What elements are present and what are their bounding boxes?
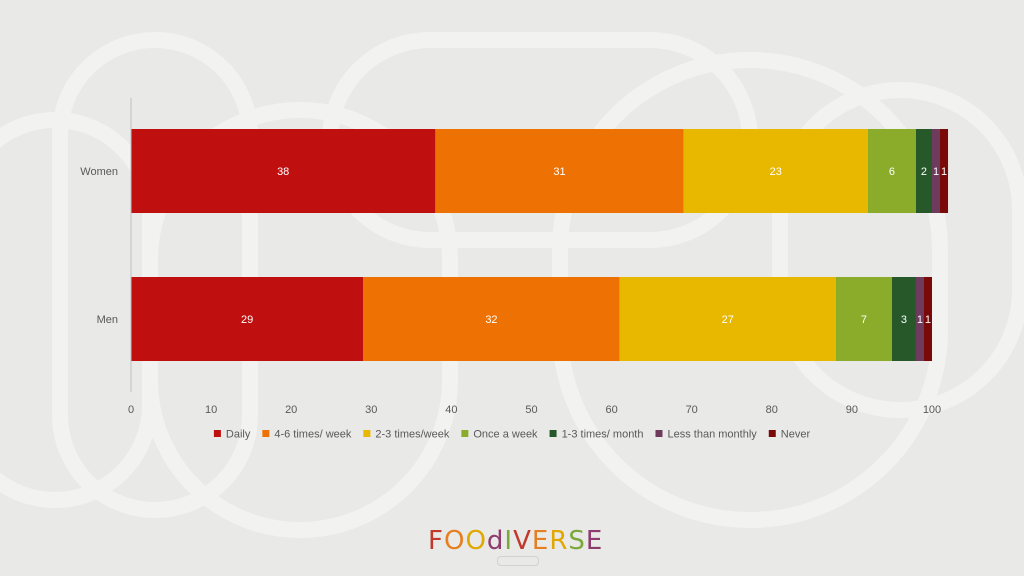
legend-label-4: 1-3 times/ month bbox=[562, 429, 644, 441]
data-label-men-6: 1 bbox=[925, 314, 931, 326]
bar-segment-men-6 bbox=[923, 277, 932, 361]
legend-label-0: Daily bbox=[226, 429, 251, 441]
x-tick-label: 70 bbox=[686, 404, 698, 416]
legend-label-3: Once a week bbox=[473, 429, 538, 441]
x-tick-label: 30 bbox=[365, 404, 377, 416]
category-label-women: Women bbox=[80, 166, 118, 178]
x-tick-label: 80 bbox=[766, 404, 778, 416]
data-label-women-2: 23 bbox=[770, 166, 782, 178]
legend-swatch-6 bbox=[768, 430, 776, 437]
legend-swatch-5 bbox=[655, 430, 663, 437]
logo-letter: E bbox=[585, 526, 604, 556]
logo-letter: R bbox=[549, 526, 569, 556]
foodiverse-logo: FOOdIVERSE bbox=[428, 528, 603, 554]
bar-segment-women-5 bbox=[932, 129, 941, 213]
logo-underline bbox=[497, 556, 539, 566]
bar-segment-women-2 bbox=[683, 129, 868, 213]
bar-segment-men-3 bbox=[835, 277, 892, 361]
bar-segment-men-5 bbox=[915, 277, 924, 361]
data-label-women-1: 31 bbox=[553, 166, 565, 178]
data-label-women-3: 6 bbox=[889, 166, 895, 178]
legend-swatch-4 bbox=[549, 430, 557, 437]
bar-segment-men-1 bbox=[363, 277, 620, 361]
legend-swatch-1 bbox=[262, 430, 270, 437]
x-tick-label: 60 bbox=[605, 404, 617, 416]
data-label-women-4: 2 bbox=[921, 166, 927, 178]
bars-layer: 38 31 23 6 2 1 129 32 27 7 3 1 1 bbox=[131, 129, 949, 361]
bar-segment-women-0 bbox=[131, 129, 436, 213]
data-label-women-0: 38 bbox=[277, 166, 289, 178]
data-label-men-1: 32 bbox=[485, 314, 497, 326]
legend-label-6: Never bbox=[781, 429, 811, 441]
bar-segment-women-3 bbox=[867, 129, 916, 213]
legend-swatch-3 bbox=[461, 430, 469, 437]
data-label-men-0: 29 bbox=[241, 314, 253, 326]
data-label-women-5: 1 bbox=[933, 166, 939, 178]
logo-letter: S bbox=[568, 526, 586, 556]
data-label-men-5: 1 bbox=[917, 314, 923, 326]
logo-letter: O bbox=[465, 526, 487, 556]
bar-segment-men-2 bbox=[619, 277, 836, 361]
x-tick-label: 50 bbox=[525, 404, 537, 416]
data-label-men-3: 7 bbox=[861, 314, 867, 326]
category-label-men: Men bbox=[97, 314, 118, 326]
bar-segment-women-4 bbox=[915, 129, 932, 213]
legend-label-5: Less than monthly bbox=[667, 429, 757, 441]
legend-label-1: 4-6 times/ week bbox=[274, 429, 352, 441]
category-labels: Women Men bbox=[80, 166, 118, 326]
logo-letter: O bbox=[443, 526, 466, 556]
x-tick-label: 100 bbox=[923, 404, 941, 416]
x-tick-label: 20 bbox=[285, 404, 297, 416]
bar-segment-men-0 bbox=[131, 277, 364, 361]
logo-letter: d bbox=[486, 526, 505, 556]
x-tick-label: 10 bbox=[205, 404, 217, 416]
logo-letter: V bbox=[513, 526, 532, 556]
logo-letter: I bbox=[504, 526, 514, 556]
data-label-men-2: 27 bbox=[722, 314, 734, 326]
bar-segment-men-4 bbox=[891, 277, 916, 361]
logo-letter: E bbox=[531, 526, 550, 556]
data-label-men-4: 3 bbox=[901, 314, 907, 326]
x-tick-label: 0 bbox=[128, 404, 134, 416]
bar-segment-women-1 bbox=[435, 129, 684, 213]
bar-segment-women-6 bbox=[940, 129, 949, 213]
data-label-women-6: 1 bbox=[941, 166, 947, 178]
logo-letter: F bbox=[428, 526, 444, 556]
x-tick-label: 90 bbox=[846, 404, 858, 416]
legend: Daily 4-6 times/ week 2-3 times/week Once a… bbox=[213, 429, 811, 441]
x-axis-ticks: 0 10 20 30 40 50 60 70 80 90 100 bbox=[128, 404, 941, 416]
x-tick-label: 40 bbox=[445, 404, 457, 416]
legend-swatch-2 bbox=[363, 430, 371, 437]
legend-swatch-0 bbox=[213, 430, 221, 437]
legend-label-2: 2-3 times/week bbox=[375, 429, 449, 441]
